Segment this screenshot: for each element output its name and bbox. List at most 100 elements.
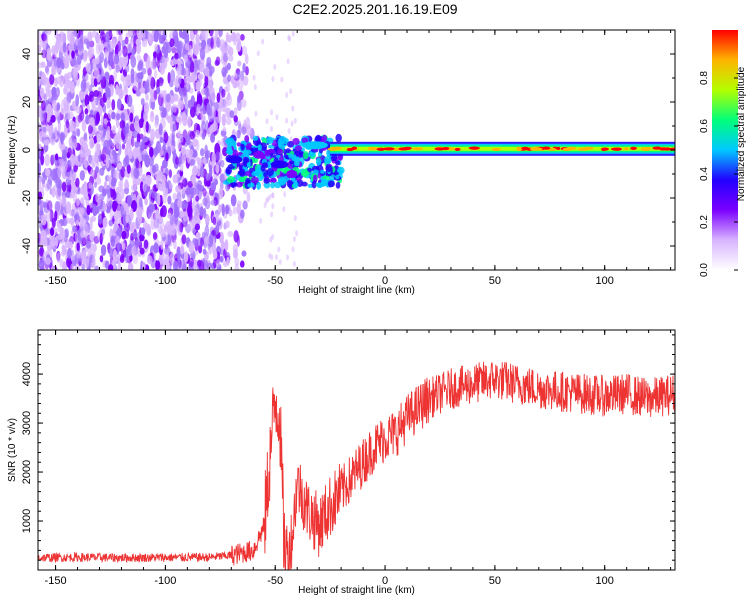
noise-blob <box>83 156 89 169</box>
noise-blob <box>271 76 275 83</box>
noise-blob <box>44 153 50 167</box>
noise-blob <box>147 67 152 77</box>
noise-blob <box>199 62 205 73</box>
noise-blob <box>72 191 77 203</box>
noise-blob <box>93 90 99 98</box>
noise-blob <box>66 160 72 168</box>
noise-blob <box>99 31 106 41</box>
noise-blob <box>289 136 293 143</box>
x-tick-label: -100 <box>154 575 176 587</box>
noise-blob <box>79 170 85 181</box>
noise-blob <box>191 175 197 186</box>
noise-blob <box>153 242 159 254</box>
noise-blob <box>232 248 239 260</box>
noise-blob <box>54 40 60 54</box>
noise-blob <box>66 257 72 268</box>
noise-blob <box>137 76 143 85</box>
noise-blob <box>85 73 89 82</box>
noise-blob <box>89 109 94 116</box>
noise-blob <box>172 260 178 270</box>
noise-blob <box>154 120 159 128</box>
noise-blob <box>127 262 134 270</box>
noise-blob <box>93 181 98 188</box>
noise-blob <box>182 262 187 270</box>
noise-blob <box>164 246 171 256</box>
noise-blob <box>46 30 52 35</box>
noise-blob <box>54 153 59 161</box>
onset-blob <box>247 183 255 188</box>
noise-blob <box>119 120 126 129</box>
noise-blob <box>287 128 291 135</box>
noise-blob <box>146 255 153 265</box>
noise-blob <box>189 106 196 118</box>
onset-blob <box>260 165 266 172</box>
noise-blob <box>199 206 204 217</box>
noise-blob <box>74 213 80 221</box>
noise-blob <box>107 149 111 156</box>
noise-blob <box>136 132 141 144</box>
noise-blob <box>277 246 281 253</box>
noise-blob <box>151 99 156 111</box>
onset-blob <box>244 135 250 143</box>
noise-blob <box>292 235 296 242</box>
noise-blob <box>289 88 293 95</box>
noise-blob <box>41 33 47 42</box>
noise-blob <box>66 182 72 194</box>
x-axis-label: Height of straight line (km) <box>298 585 415 596</box>
onset-blob <box>263 177 270 184</box>
ridge-peak <box>582 146 594 150</box>
noise-blob <box>160 239 164 250</box>
noise-blob <box>62 261 67 270</box>
onset-blob <box>338 169 344 175</box>
noise-blob <box>195 232 201 239</box>
noise-blob <box>210 133 216 143</box>
noise-blob <box>295 230 299 237</box>
noise-blob <box>271 233 275 240</box>
noise-blob <box>122 45 128 57</box>
noise-blob <box>286 254 290 261</box>
ridge-peak <box>468 146 480 150</box>
noise-blob <box>268 252 272 259</box>
noise-blob <box>89 94 94 102</box>
noise-blob <box>42 201 48 208</box>
noise-blob <box>242 75 249 86</box>
noise-blob <box>144 197 149 206</box>
noise-blob <box>233 115 238 123</box>
noise-blob <box>57 233 63 241</box>
noise-blob <box>189 62 195 73</box>
onset-blob <box>227 147 232 152</box>
ridge-peak <box>623 147 629 151</box>
noise-blob <box>64 191 71 198</box>
noise-blob <box>68 209 74 217</box>
noise-blob <box>83 181 88 194</box>
y-tick-label: 2000 <box>21 460 33 484</box>
noise-blob <box>169 38 175 48</box>
onset-blob <box>238 176 247 183</box>
noise-blob <box>167 115 173 124</box>
noise-blob <box>191 187 197 196</box>
noise-blob <box>170 225 176 236</box>
noise-blob <box>234 257 240 266</box>
noise-blob <box>105 156 110 169</box>
noise-blob <box>180 211 185 218</box>
noise-blob <box>95 192 100 203</box>
noise-blob <box>199 47 206 60</box>
noise-blob <box>150 128 156 141</box>
noise-blob <box>46 200 53 212</box>
noise-blob <box>158 123 163 136</box>
noise-blob <box>93 67 100 80</box>
noise-blob <box>140 227 146 236</box>
noise-blob <box>73 73 79 84</box>
noise-blob <box>132 231 138 239</box>
noise-blob <box>107 188 111 199</box>
noise-blob <box>61 62 65 70</box>
noise-blob <box>293 215 297 222</box>
noise-blob <box>155 209 160 218</box>
noise-blob <box>238 123 242 135</box>
noise-blob <box>81 249 87 262</box>
noise-blob <box>135 158 140 169</box>
noise-blob <box>237 78 244 91</box>
noise-blob <box>102 41 108 48</box>
noise-blob <box>106 97 111 109</box>
noise-blob <box>38 164 41 175</box>
